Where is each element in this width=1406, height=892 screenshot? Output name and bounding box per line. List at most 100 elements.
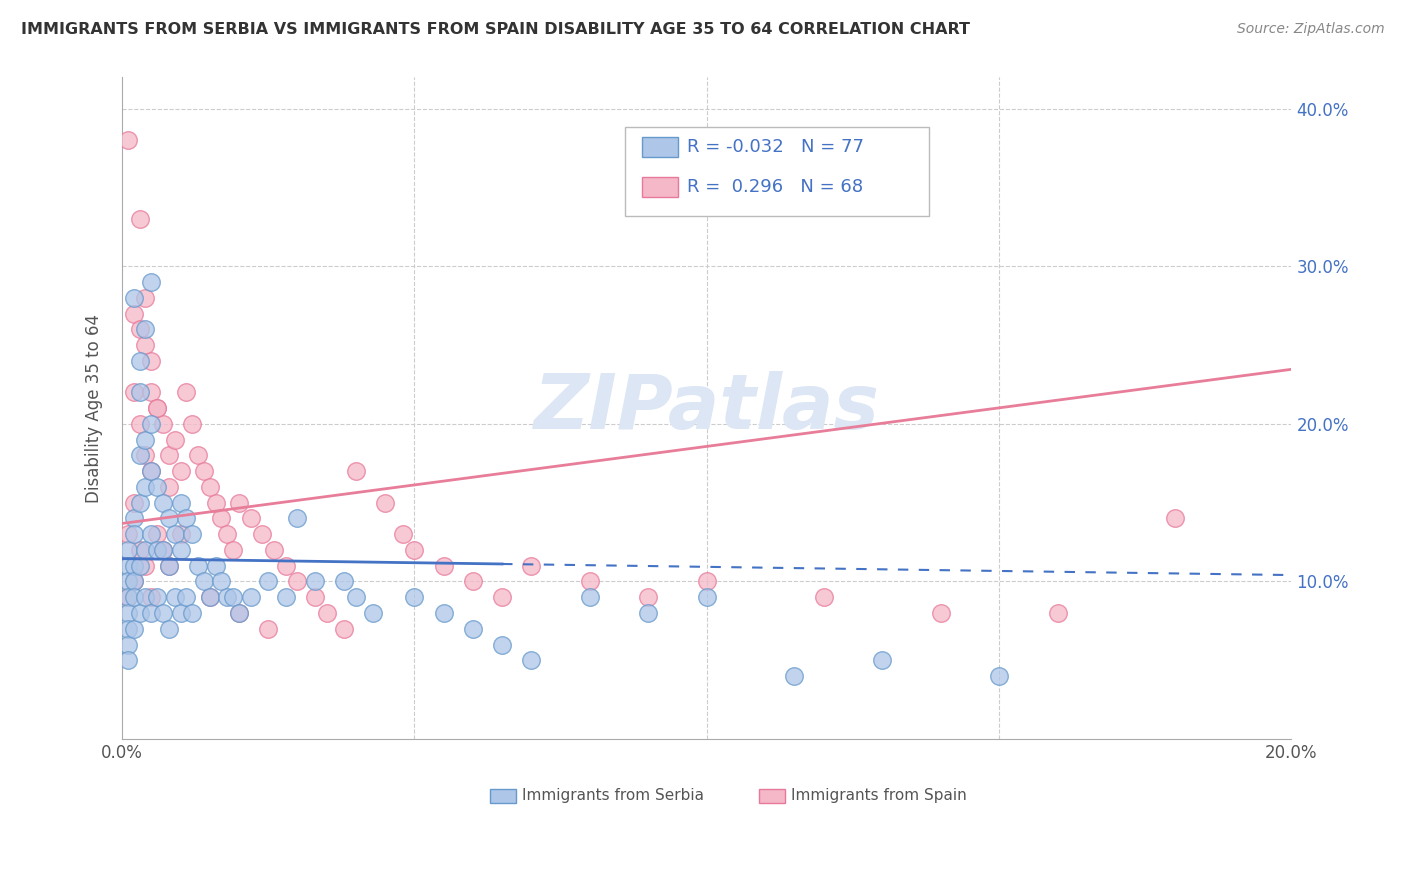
Point xyxy=(198,591,221,605)
Point xyxy=(128,558,150,573)
Point xyxy=(433,558,456,573)
Point xyxy=(141,464,163,478)
Point xyxy=(1046,606,1069,620)
Point xyxy=(274,591,297,605)
Point xyxy=(146,543,169,558)
Point xyxy=(344,591,367,605)
Point xyxy=(813,591,835,605)
Point xyxy=(141,275,163,289)
Point xyxy=(128,385,150,400)
Point xyxy=(122,385,145,400)
Point xyxy=(491,591,513,605)
Point xyxy=(122,622,145,636)
Point xyxy=(193,464,215,478)
Text: R =  0.296   N = 68: R = 0.296 N = 68 xyxy=(688,178,863,195)
Point xyxy=(157,449,180,463)
Point xyxy=(117,591,139,605)
Point xyxy=(117,653,139,667)
Point xyxy=(988,669,1011,683)
Text: IMMIGRANTS FROM SERBIA VS IMMIGRANTS FROM SPAIN DISABILITY AGE 35 TO 64 CORRELAT: IMMIGRANTS FROM SERBIA VS IMMIGRANTS FRO… xyxy=(21,22,970,37)
Point xyxy=(169,543,191,558)
Point xyxy=(134,449,156,463)
Point xyxy=(141,464,163,478)
Point xyxy=(152,417,174,431)
Point xyxy=(198,480,221,494)
Point xyxy=(228,606,250,620)
Point xyxy=(461,622,484,636)
Point xyxy=(252,527,274,541)
Point xyxy=(152,606,174,620)
Point xyxy=(134,558,156,573)
Text: Source: ZipAtlas.com: Source: ZipAtlas.com xyxy=(1237,22,1385,37)
Point xyxy=(141,527,163,541)
Point xyxy=(134,480,156,494)
Point xyxy=(141,591,163,605)
Point xyxy=(374,496,396,510)
Point xyxy=(146,401,169,416)
Point xyxy=(146,480,169,494)
Point xyxy=(176,511,198,525)
Point xyxy=(363,606,385,620)
Point xyxy=(193,574,215,589)
Point xyxy=(239,591,262,605)
Point xyxy=(637,606,659,620)
Point xyxy=(391,527,413,541)
Point xyxy=(141,606,163,620)
Point xyxy=(163,527,186,541)
Point xyxy=(128,496,150,510)
Y-axis label: Disability Age 35 to 64: Disability Age 35 to 64 xyxy=(86,314,103,503)
Point xyxy=(169,606,191,620)
Point xyxy=(122,307,145,321)
Point xyxy=(117,527,139,541)
Point xyxy=(146,527,169,541)
Point xyxy=(204,496,226,510)
Point xyxy=(520,653,543,667)
Point xyxy=(122,527,145,541)
Point xyxy=(211,574,233,589)
Bar xyxy=(643,177,678,196)
Point xyxy=(287,511,309,525)
Bar xyxy=(643,137,678,157)
Point xyxy=(204,558,226,573)
Point xyxy=(117,574,139,589)
Point xyxy=(228,606,250,620)
Point xyxy=(128,322,150,336)
Point xyxy=(128,543,150,558)
Point xyxy=(578,591,600,605)
Point xyxy=(134,322,156,336)
Point xyxy=(128,449,150,463)
Point xyxy=(117,622,139,636)
Point xyxy=(176,591,198,605)
Point xyxy=(163,591,186,605)
Point xyxy=(122,574,145,589)
Point xyxy=(461,574,484,589)
Point xyxy=(187,558,209,573)
Point xyxy=(344,464,367,478)
Point xyxy=(157,511,180,525)
Point xyxy=(222,591,245,605)
Point xyxy=(1163,511,1185,525)
Text: R = -0.032   N = 77: R = -0.032 N = 77 xyxy=(688,138,863,156)
Point xyxy=(239,511,262,525)
Point xyxy=(637,591,659,605)
Point xyxy=(315,606,337,620)
Point xyxy=(146,401,169,416)
Point xyxy=(181,606,204,620)
Point xyxy=(122,574,145,589)
Point xyxy=(117,591,139,605)
Point xyxy=(141,354,163,368)
Point xyxy=(404,591,426,605)
FancyBboxPatch shape xyxy=(624,127,929,217)
Point xyxy=(169,527,191,541)
Point xyxy=(304,591,326,605)
Point xyxy=(217,527,239,541)
Point xyxy=(152,543,174,558)
Point xyxy=(157,558,180,573)
Point xyxy=(117,558,139,573)
Point xyxy=(146,591,169,605)
Point xyxy=(163,433,186,447)
Point xyxy=(157,622,180,636)
Point xyxy=(228,496,250,510)
Point xyxy=(176,385,198,400)
Point xyxy=(257,622,280,636)
